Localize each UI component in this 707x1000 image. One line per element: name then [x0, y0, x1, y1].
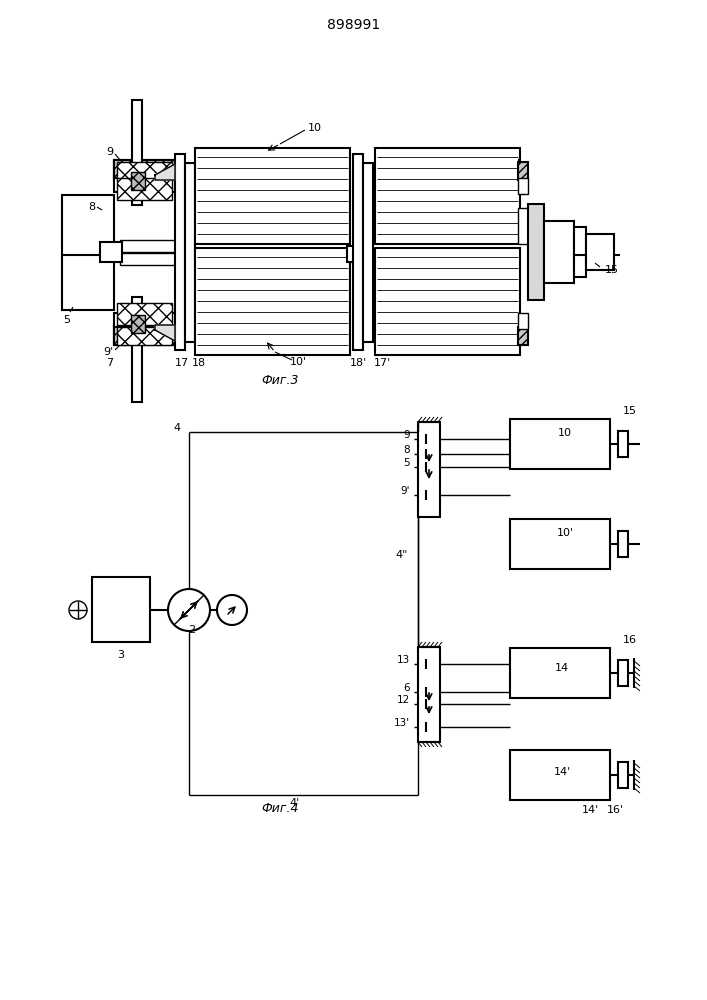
Text: 18': 18' — [349, 358, 367, 368]
Bar — [347, 246, 355, 262]
Bar — [528, 204, 544, 300]
Bar — [518, 178, 528, 194]
Text: 7: 7 — [107, 358, 114, 368]
Bar — [185, 163, 195, 342]
Bar — [195, 148, 350, 244]
Bar — [618, 531, 628, 557]
Bar — [114, 313, 175, 327]
Text: 8: 8 — [404, 445, 410, 455]
Text: 10: 10 — [558, 428, 572, 438]
Polygon shape — [155, 164, 175, 180]
Bar — [175, 154, 185, 350]
Bar — [114, 160, 175, 180]
Text: 9': 9' — [103, 347, 113, 357]
Text: 2: 2 — [189, 625, 196, 635]
Bar — [114, 325, 124, 345]
Text: 898991: 898991 — [327, 18, 380, 32]
Bar — [375, 148, 520, 244]
Bar — [586, 234, 614, 270]
Text: 13: 13 — [397, 655, 410, 665]
Text: 16: 16 — [623, 635, 637, 645]
Text: 13': 13' — [394, 718, 410, 728]
Text: 14': 14' — [554, 767, 571, 777]
Text: 14: 14 — [555, 663, 569, 673]
Bar — [132, 100, 142, 205]
Bar — [544, 221, 574, 283]
Text: 4": 4" — [396, 550, 408, 560]
Text: 15: 15 — [623, 406, 637, 416]
Bar — [117, 303, 172, 325]
Text: 14': 14' — [581, 805, 599, 815]
Bar — [353, 154, 363, 350]
Bar — [518, 162, 528, 180]
Bar — [375, 248, 520, 355]
Bar — [510, 750, 610, 800]
Bar — [132, 297, 142, 402]
Bar — [100, 242, 122, 262]
Bar — [117, 162, 172, 180]
Text: 12: 12 — [397, 695, 410, 705]
Text: Фиг.4: Фиг.4 — [262, 802, 299, 814]
Text: 15: 15 — [605, 265, 619, 275]
Text: 16': 16' — [607, 805, 624, 815]
Bar — [518, 313, 528, 329]
Bar — [618, 762, 628, 788]
Bar — [518, 327, 528, 345]
Text: 9: 9 — [404, 430, 410, 440]
Text: 4': 4' — [290, 798, 300, 808]
Text: 9': 9' — [400, 486, 410, 496]
Bar — [363, 163, 373, 342]
Bar — [195, 248, 350, 355]
Bar — [131, 315, 145, 333]
Text: 8: 8 — [88, 202, 95, 212]
Text: 6: 6 — [404, 683, 410, 693]
Bar — [510, 648, 610, 698]
Text: 17: 17 — [175, 358, 189, 368]
Text: 9: 9 — [106, 147, 113, 157]
Text: 5: 5 — [404, 458, 410, 468]
Bar — [618, 431, 628, 457]
Bar — [114, 160, 124, 180]
Text: 10': 10' — [289, 357, 307, 367]
Text: 17': 17' — [374, 358, 391, 368]
Text: 5: 5 — [64, 315, 71, 325]
Text: 3: 3 — [117, 650, 124, 660]
Bar — [418, 647, 440, 742]
Bar — [117, 178, 172, 200]
Bar — [418, 422, 440, 517]
Bar — [518, 208, 528, 244]
Bar — [114, 325, 175, 345]
Bar — [114, 178, 175, 192]
Text: 10': 10' — [556, 528, 573, 538]
Bar — [120, 240, 175, 252]
Bar — [62, 195, 114, 310]
Text: 4: 4 — [174, 423, 181, 433]
Bar — [120, 253, 175, 265]
Bar — [131, 172, 145, 190]
Text: 18: 18 — [192, 358, 206, 368]
Bar — [574, 227, 586, 277]
Bar — [510, 419, 610, 469]
Text: Фиг.3: Фиг.3 — [262, 373, 299, 386]
Bar — [510, 519, 610, 569]
Polygon shape — [155, 325, 175, 341]
Text: 10: 10 — [308, 123, 322, 133]
Bar — [92, 577, 150, 642]
Bar — [618, 660, 628, 686]
Bar — [117, 327, 172, 345]
